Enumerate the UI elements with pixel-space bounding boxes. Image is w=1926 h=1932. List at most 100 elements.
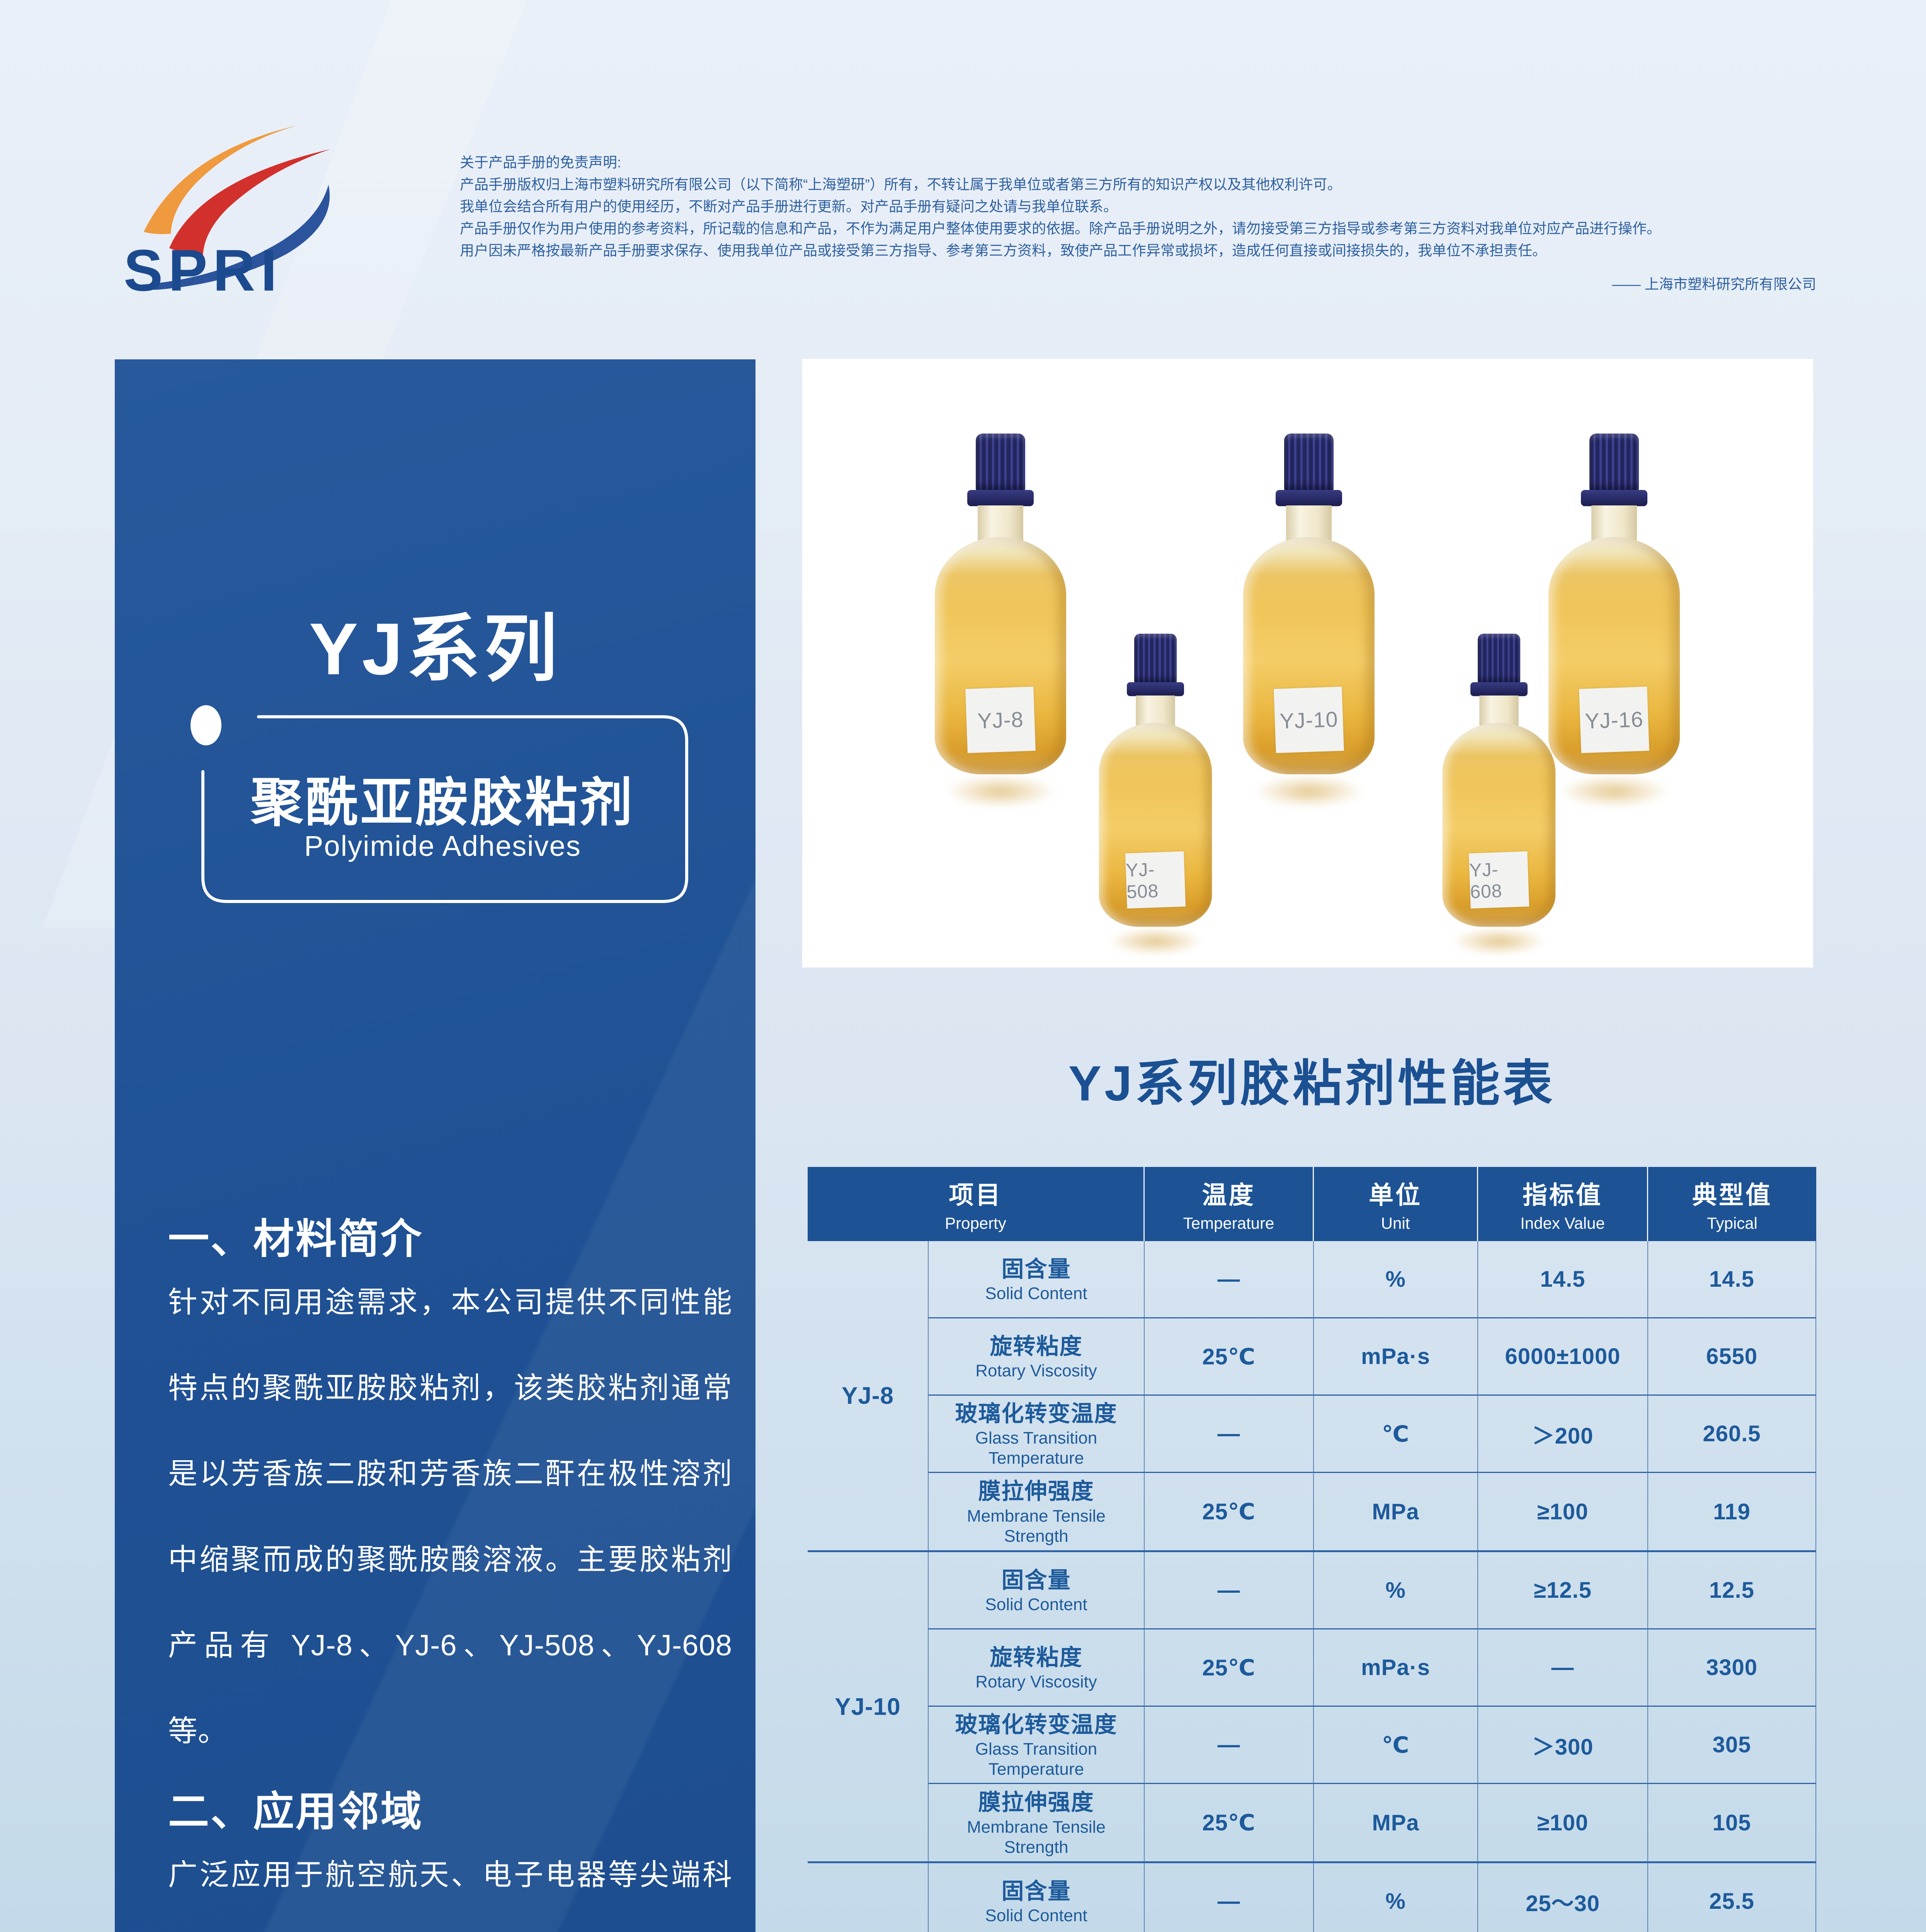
disclaimer-title: 关于产品手册的免责声明: xyxy=(460,155,621,170)
header-cn: 典型值 xyxy=(1692,1181,1772,1209)
temperature-cell: 25℃ xyxy=(1145,1318,1314,1396)
header-en: Index Value xyxy=(1520,1214,1605,1232)
temperature-cell: — xyxy=(1145,1396,1314,1473)
bottle-neck-icon xyxy=(1286,505,1332,541)
header-cn: 单位 xyxy=(1369,1181,1422,1209)
temperature-cell: — xyxy=(1145,1552,1314,1629)
header-cn: 温度 xyxy=(1202,1181,1256,1209)
bottle-label-text: YJ-508 xyxy=(1125,859,1159,902)
series-title: YJ系列 xyxy=(309,608,561,690)
property-cell: 固含量 Solid Content xyxy=(929,1863,1145,1932)
bottle-reflection-icon xyxy=(1559,775,1669,808)
table-header-row: 项目 Property 温度 Temperature 单位 Unit 指标值 I… xyxy=(808,1167,1816,1241)
property-cell: 膜拉伸强度 Membrane Tensile Strength xyxy=(929,1784,1145,1861)
unit-cell: % xyxy=(1314,1863,1478,1932)
index-cell: ＞200 xyxy=(1478,1396,1648,1473)
index-value: 6000±1000 xyxy=(1505,1344,1621,1369)
unit-value: % xyxy=(1385,1267,1406,1292)
temperature-value: — xyxy=(1217,1267,1240,1292)
bottle-label-text: YJ-10 xyxy=(1279,706,1339,733)
typical-value: 12.5 xyxy=(1709,1578,1754,1603)
property-en: Glass Transition Temperature xyxy=(975,1429,1097,1468)
bottle-neck-icon xyxy=(1479,695,1519,726)
unit-value: MPa xyxy=(1372,1810,1419,1835)
typical-cell: 14.5 xyxy=(1648,1241,1816,1318)
property-en: Rotary Viscosity xyxy=(975,1361,1097,1381)
index-value: ＞200 xyxy=(1532,1423,1594,1449)
header-en: Unit xyxy=(1381,1214,1410,1232)
table-group-yj8: YJ-8 固含量 Solid Content — % 14.5 14.5 旋转粘度… xyxy=(808,1241,1816,1550)
typical-value: 3300 xyxy=(1706,1655,1758,1680)
property-cell: 固含量 Solid Content xyxy=(929,1552,1145,1629)
background-highlight-arc-2 xyxy=(560,1855,1926,1932)
product-label: YJ-10 xyxy=(835,1693,901,1720)
typical-value: 305 xyxy=(1712,1732,1751,1757)
header-cn: 项目 xyxy=(949,1181,1002,1209)
header-en: Typical xyxy=(1707,1214,1758,1232)
table-group-yj10: YJ-10 固含量 Solid Content — % ≥12.5 12.5 旋转… xyxy=(808,1552,1816,1861)
bottle-cap-ring-icon xyxy=(1470,682,1528,696)
index-cell: 25～30 xyxy=(1478,1863,1648,1932)
property-cell: 旋转粘度 Rotary Viscosity xyxy=(929,1318,1145,1396)
spri-logo-swoosh-icon: SPRI xyxy=(124,126,330,303)
bottle-reflection-icon xyxy=(1254,775,1364,808)
property-en: Solid Content xyxy=(985,1906,1087,1925)
typical-cell: 12.5 xyxy=(1648,1552,1816,1629)
header-cn: 指标值 xyxy=(1523,1181,1603,1209)
index-value: 14.5 xyxy=(1540,1267,1586,1292)
bottle-cap-icon xyxy=(1134,634,1177,684)
bottle-neck-icon xyxy=(1591,505,1637,541)
property-en: Membrane Tensile Strength xyxy=(967,1817,1106,1857)
unit-cell: MPa xyxy=(1314,1784,1478,1861)
unit-value: ℃ xyxy=(1382,1732,1410,1758)
product-name-cn: 聚酰亚胺胶粘剂 xyxy=(250,773,635,832)
property-cell: 固含量 Solid Content xyxy=(929,1241,1145,1318)
bottle-cap-ring-icon xyxy=(967,490,1034,506)
product-cell: YJ-16 xyxy=(808,1863,929,1932)
badge-outline-icon xyxy=(191,705,688,903)
unit-cell: ℃ xyxy=(1314,1707,1478,1784)
temperature-value: 25℃ xyxy=(1202,1655,1256,1680)
header-en: Property xyxy=(945,1214,1006,1232)
section2-body: 广泛应用于航空航天、电子电器等尖端科技行业。 xyxy=(168,1859,732,1891)
bottle-cap-icon xyxy=(976,434,1025,492)
index-value: ≥100 xyxy=(1537,1499,1589,1524)
bottle-yj608: YJ-608 xyxy=(1442,634,1556,966)
temperature-value: 25℃ xyxy=(1202,1344,1256,1369)
disclaimer-line: 产品手册仅作为用户使用的参考资料，所记载的信息和产品，不作为满足用户整体使用要求… xyxy=(460,221,1661,236)
bottle-cap-icon xyxy=(1284,434,1334,492)
temperature-cell: — xyxy=(1145,1707,1314,1784)
typical-value: 14.5 xyxy=(1709,1267,1754,1292)
header-temperature: 温度 Temperature xyxy=(1145,1167,1314,1241)
property-en: Rotary Viscosity xyxy=(975,1672,1097,1692)
property-cell: 旋转粘度 Rotary Viscosity xyxy=(929,1629,1145,1707)
unit-value: ℃ xyxy=(1382,1421,1410,1447)
product-label: YJ-8 xyxy=(842,1382,894,1409)
disclaimer-line: 我单位会结合所有用户的使用经历，不断对产品手册进行更新。对产品手册有疑问之处请与… xyxy=(460,199,1118,214)
bottle-reflection-icon xyxy=(1451,927,1547,956)
performance-table: 项目 Property 温度 Temperature 单位 Unit 指标值 I… xyxy=(808,1167,1816,1932)
typical-cell: 6550 xyxy=(1648,1318,1816,1396)
bottle-yj10: YJ-10 xyxy=(1243,434,1375,820)
property-cn: 玻璃化转变温度 xyxy=(955,1401,1118,1426)
index-cell: ＞300 xyxy=(1478,1707,1648,1784)
bottle-label: YJ-16 xyxy=(1579,686,1649,753)
property-cn: 旋转粘度 xyxy=(990,1333,1083,1359)
typical-value: 25.5 xyxy=(1709,1889,1754,1914)
typical-cell: 25.5 xyxy=(1648,1863,1816,1932)
header-unit: 单位 Unit xyxy=(1314,1167,1478,1241)
header-index-value: 指标值 Index Value xyxy=(1478,1167,1648,1241)
unit-value: % xyxy=(1385,1889,1406,1914)
bottle-label: YJ-608 xyxy=(1468,851,1530,909)
typical-cell: 3300 xyxy=(1648,1629,1816,1707)
bottle-cap-icon xyxy=(1477,634,1521,684)
temperature-value: — xyxy=(1217,1421,1240,1446)
unit-cell: MPa xyxy=(1314,1473,1478,1550)
badge-dot-icon xyxy=(191,705,221,745)
property-en: Glass Transition Temperature xyxy=(975,1740,1097,1779)
bottle-yj8: YJ-8 xyxy=(935,434,1066,820)
disclaimer-line: 用户因未严格按最新产品手册要求保存、使用我单位产品或接受第三方指导、参考第三方资… xyxy=(460,243,1547,259)
index-value: ＞300 xyxy=(1532,1734,1594,1760)
